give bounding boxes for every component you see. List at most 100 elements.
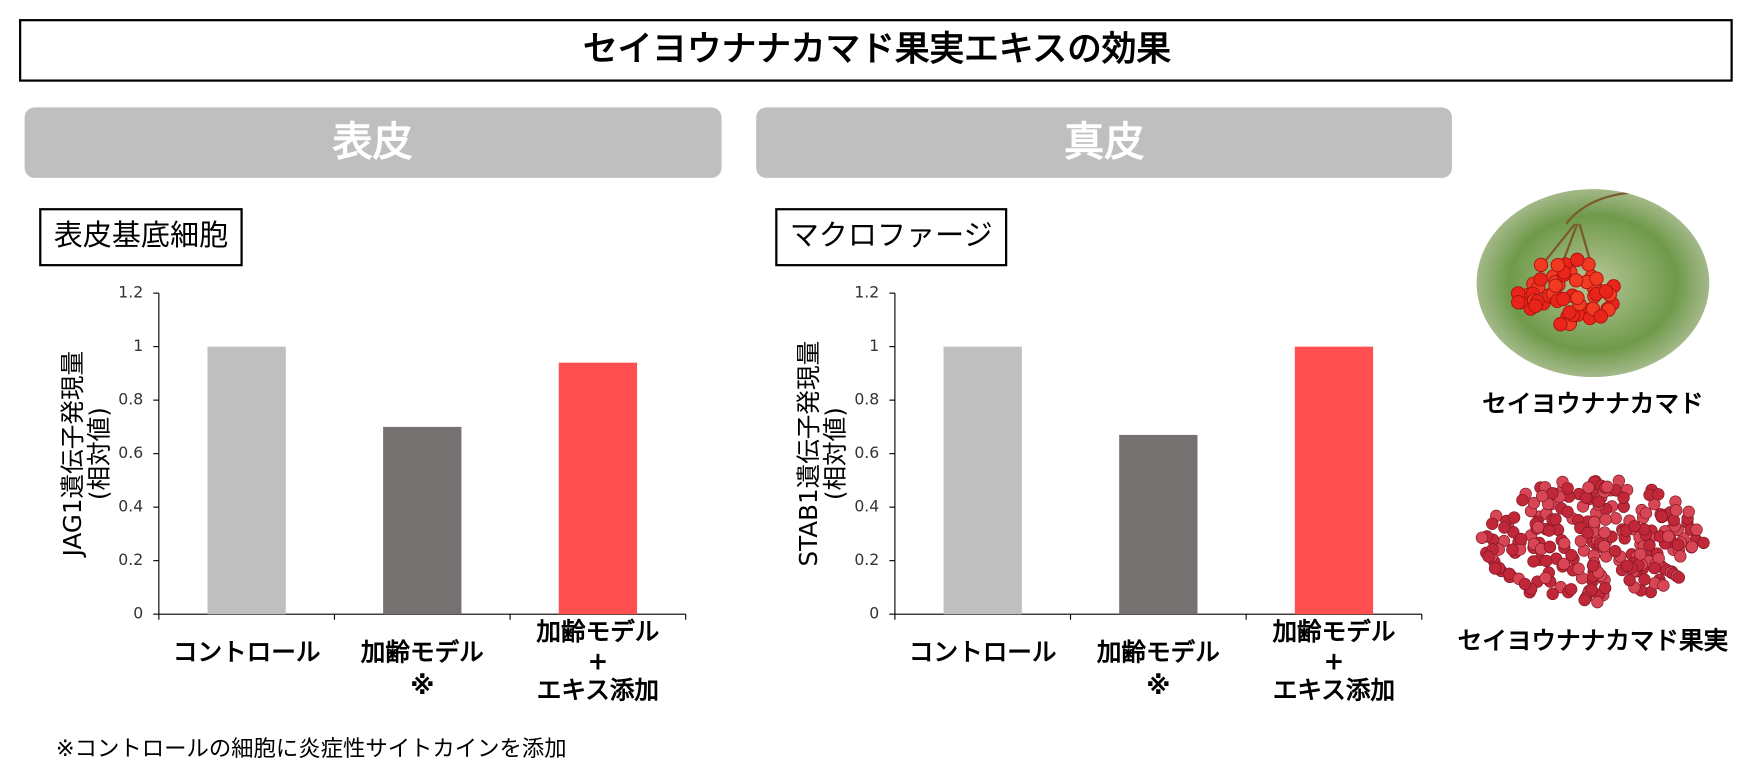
- seed: [1592, 495, 1605, 508]
- seed: [1549, 513, 1562, 526]
- y-tick-label: 0.6: [854, 443, 879, 462]
- berry: [1548, 278, 1563, 293]
- x-tick-label: コントロール: [909, 637, 1057, 666]
- seed: [1599, 581, 1612, 595]
- bar: [1119, 434, 1198, 615]
- berry: [1533, 272, 1548, 287]
- seed: [1697, 536, 1710, 550]
- berry: [1533, 257, 1549, 273]
- y-tick-label: 0: [133, 604, 143, 623]
- berry: [1593, 309, 1608, 324]
- seed: [1516, 494, 1529, 507]
- bar: [383, 426, 462, 615]
- berry-cluster: [1510, 191, 1634, 332]
- seed: [1609, 512, 1622, 525]
- chart-title-box: [39, 208, 243, 267]
- seed: [1655, 510, 1668, 523]
- seed: [1674, 550, 1687, 563]
- seed: [1561, 505, 1574, 519]
- seed: [1506, 543, 1519, 556]
- seed: [1634, 548, 1647, 561]
- stem: [1542, 191, 1634, 275]
- y-tick-label: 0.8: [118, 390, 143, 409]
- photo: [1476, 189, 1710, 378]
- seed: [1527, 496, 1541, 510]
- x-tick-label: 加齢モデル※: [1097, 637, 1220, 700]
- seed: [1670, 504, 1683, 517]
- photo-caption: セイヨウナナカマド: [1482, 389, 1703, 418]
- seed: [1586, 559, 1600, 572]
- seed: [1518, 577, 1532, 591]
- seed: [1558, 537, 1571, 550]
- seed: [1543, 524, 1556, 537]
- seed: [1572, 562, 1585, 575]
- y-tick-label: 0: [869, 604, 879, 623]
- footnote: ※コントロールの細胞に炎症性サイトカインを添加: [56, 736, 567, 762]
- seed: [1543, 540, 1557, 553]
- seed: [1546, 587, 1559, 600]
- berry: [1568, 273, 1584, 288]
- berry: [1511, 295, 1526, 310]
- seed: [1588, 515, 1601, 529]
- section-header: [24, 107, 722, 178]
- seed: [1581, 526, 1594, 539]
- seed: [1507, 511, 1521, 524]
- seed: [1546, 487, 1559, 500]
- berry: [1528, 298, 1543, 314]
- seed: [1601, 480, 1614, 493]
- y-tick-label: 0.4: [118, 497, 143, 516]
- seed: [1599, 513, 1612, 526]
- seed: [1557, 557, 1570, 571]
- seed: [1564, 583, 1578, 596]
- seed: [1574, 534, 1588, 548]
- photo-caption: セイヨウナナカマド果実: [1458, 626, 1729, 655]
- y-axis-label: STAB1遺伝子発現量(相対値): [794, 341, 850, 567]
- berry: [1589, 271, 1604, 286]
- seed: [1578, 593, 1591, 607]
- y-tick-label: 0.8: [854, 390, 879, 409]
- seed: [1671, 538, 1685, 552]
- seed: [1488, 562, 1502, 575]
- seed: [1475, 531, 1489, 544]
- x-tick-label: 加齢モデル+エキス添加: [1272, 617, 1395, 704]
- seed: [1565, 549, 1578, 562]
- chart-title-box: [775, 208, 1008, 267]
- section-title: 真皮: [1064, 119, 1145, 165]
- seed: [1672, 571, 1685, 584]
- title-box: [19, 19, 1733, 82]
- seed: [1662, 530, 1675, 543]
- bar: [207, 346, 286, 615]
- seed: [1597, 540, 1611, 553]
- seed: [1582, 481, 1595, 494]
- y-axis-label: JAG1遺伝子発現量(相対値): [58, 351, 114, 558]
- seed: [1539, 571, 1552, 585]
- seed: [1628, 520, 1641, 533]
- seed: [1514, 532, 1528, 546]
- bar: [1294, 346, 1374, 615]
- seed: [1690, 523, 1703, 536]
- y-tick-label: 0.4: [854, 497, 879, 516]
- y-tick-label: 0.2: [118, 550, 143, 569]
- berry-pile: [1475, 474, 1710, 609]
- y-tick-label: 1.2: [118, 283, 143, 302]
- seed: [1639, 506, 1653, 520]
- seed: [1482, 550, 1495, 563]
- seed: [1621, 559, 1634, 572]
- seed: [1657, 579, 1670, 592]
- seed: [1682, 505, 1695, 518]
- seed: [1638, 573, 1651, 586]
- seed: [1540, 554, 1553, 568]
- title: セイヨウナナカマド果実エキスの効果: [583, 29, 1171, 69]
- berry: [1570, 252, 1585, 267]
- section-header: [756, 107, 1452, 178]
- seed: [1617, 491, 1630, 504]
- x-tick-label: 加齢モデル※: [361, 637, 484, 700]
- seed: [1652, 488, 1665, 501]
- seed: [1623, 573, 1636, 587]
- seed: [1598, 526, 1611, 539]
- chart-title: 表皮基底細胞: [54, 218, 228, 252]
- y-tick-label: 1: [133, 336, 143, 355]
- seed: [1536, 489, 1549, 503]
- x-tick-label: コントロール: [173, 637, 321, 666]
